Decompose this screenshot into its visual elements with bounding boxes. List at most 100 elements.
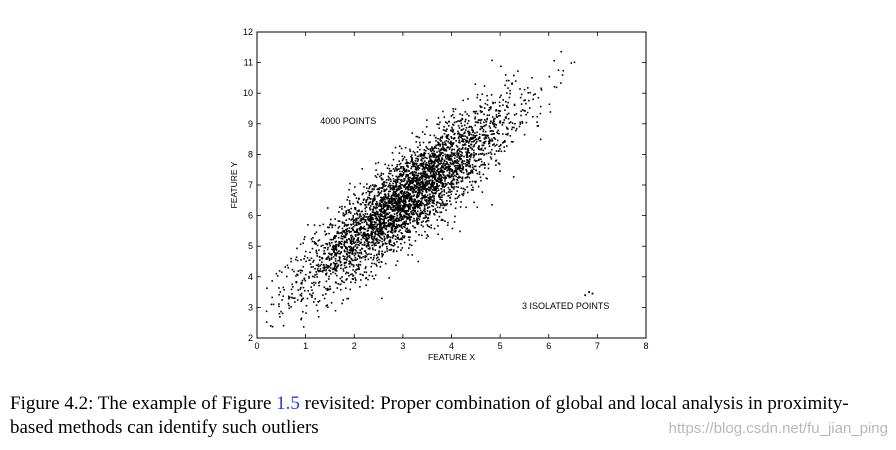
data-point [411,172,414,174]
data-point [424,152,427,155]
data-point [458,152,460,154]
data-point [321,261,323,263]
data-point [399,200,401,203]
data-point [407,204,410,207]
data-point [443,116,446,118]
data-point [474,165,477,168]
data-point [510,140,513,143]
data-point [353,254,356,257]
data-point [436,179,439,181]
data-point [376,218,379,221]
data-point [391,199,393,201]
data-point [439,181,442,183]
data-point [437,117,440,119]
data-point [400,167,402,170]
figure-reference-link[interactable]: 1.5 [276,393,300,414]
data-point [464,118,467,121]
data-point [424,174,427,176]
data-point [392,209,395,211]
data-point [384,251,386,253]
data-point [417,222,420,224]
data-point [343,258,345,260]
data-point [405,174,408,177]
data-point [341,280,344,283]
data-point [466,163,468,166]
data-point [372,218,374,221]
data-point [346,227,349,230]
data-point [339,283,342,285]
data-point [378,188,380,191]
data-point [462,140,464,143]
x-tick-label: 0 [254,341,259,351]
data-point [424,230,426,233]
data-point [494,101,496,104]
data-point [380,196,382,199]
data-point [371,220,373,223]
data-point [426,183,429,185]
data-point [331,268,334,271]
data-point [390,195,393,198]
data-point [465,129,467,131]
data-point [388,167,391,170]
data-point [485,177,487,179]
data-point [356,239,359,241]
data-point [282,295,284,297]
data-point [437,161,439,164]
data-point [357,223,360,226]
data-point [474,135,477,137]
data-point [417,187,420,189]
data-point [484,102,487,105]
data-point [381,204,383,206]
data-point [418,136,421,139]
data-point [428,196,430,199]
data-point [417,180,420,182]
data-point [294,301,296,303]
data-point [399,191,402,193]
data-point [460,167,462,170]
data-point [400,207,403,210]
data-point [404,201,407,204]
data-point [389,190,391,193]
data-point [343,215,345,217]
data-point [452,124,455,126]
data-point [315,249,318,252]
data-point [466,170,468,173]
data-point [410,216,412,219]
data-point [412,202,415,205]
data-point [355,219,358,222]
data-point [331,224,333,226]
data-point [329,258,331,260]
data-point [458,133,461,136]
data-point [442,165,444,167]
data-point [376,211,379,214]
data-point [369,218,372,220]
data-point [391,237,394,239]
data-point [393,242,395,244]
data-point [434,210,437,213]
data-point [393,221,395,224]
data-point [400,219,402,222]
data-point [455,121,458,123]
data-point [430,227,432,229]
data-point [335,246,337,248]
data-point [524,110,526,112]
data-point [415,177,417,180]
data-point [373,199,375,202]
data-point [358,222,360,225]
data-point [374,227,376,230]
data-point [457,120,459,122]
data-point [423,152,425,155]
data-point [513,74,515,77]
data-point [363,250,366,252]
data-point [457,125,460,127]
data-point [381,208,384,210]
data-point [410,204,413,207]
data-point [455,161,457,164]
data-point [402,185,405,187]
data-point [350,230,352,233]
data-point [363,221,366,223]
data-point [449,176,452,179]
data-point [403,241,406,244]
data-point [350,207,352,210]
data-point [356,258,359,260]
